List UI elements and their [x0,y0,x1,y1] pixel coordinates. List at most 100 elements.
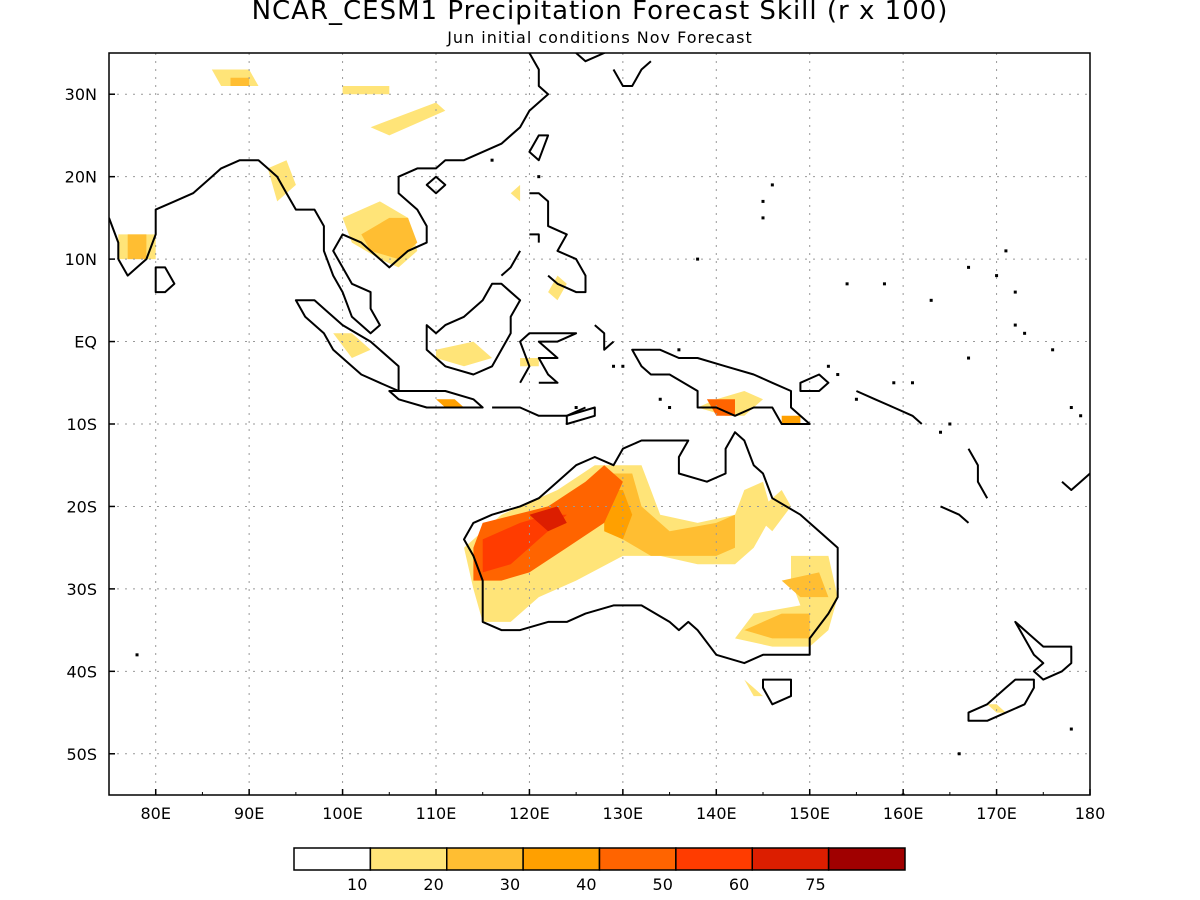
lat-tick-label-20: 20N [65,168,97,187]
island-dot-32 [1004,249,1008,253]
island-dot-22 [1079,414,1083,418]
island-dot-31 [854,397,858,401]
colorbar-label-60: 60 [729,875,749,894]
island-dot-29 [836,373,840,377]
lat-tick-label-10: 10N [65,250,97,269]
coastline-timor [565,406,596,425]
skill-region-3 [613,473,735,556]
coastline-borneo [425,282,522,376]
island-dot-23 [948,422,952,426]
skill-region-27 [510,184,521,202]
island-dot-18 [1013,323,1017,327]
island-dot-16 [995,274,999,278]
coastline-palawan [500,250,521,277]
island-dot-24 [939,430,943,434]
lon-tick-label-180: 180 [1075,804,1106,823]
lat-tick-label--40: 40S [66,662,97,681]
skill-region-28 [744,679,763,697]
skill-region-15 [267,160,296,202]
island-dot-26 [892,381,896,385]
coastline-new-zealand-south [967,678,1035,722]
skill-region-19 [230,77,250,86]
coastline-korea [575,53,606,63]
graticule [109,53,1090,795]
coastline-halmahera [594,324,615,351]
skill-region-21 [370,102,446,136]
island-dot-34 [1069,727,1073,731]
skill-region-20 [342,86,390,95]
colorbar-label-20: 20 [423,875,443,894]
coastline-java [388,390,484,409]
island-dot-17 [1013,290,1017,294]
lat-tick-label-30: 30N [65,85,97,104]
colorbar-label-30: 30 [500,875,520,894]
coastline-australia [463,431,839,665]
skill-shading-layer [118,69,1006,713]
island-dot-11 [770,183,774,187]
lon-tick-label-90: 90E [234,804,264,823]
island-dot-1 [621,364,625,368]
lon-tick-label-170: 170E [976,804,1017,823]
skill-region-5 [464,465,773,622]
colorbar-swatch-3 [522,847,601,871]
lon-tick-label-150: 150E [789,804,830,823]
coastline-sulawesi [519,332,578,384]
island-dot-19 [1023,331,1027,335]
lon-tick-label-80: 80E [140,804,170,823]
island-dot-10 [761,199,765,203]
coastline-asia-mainland [117,53,550,335]
skill-region-22 [333,333,371,358]
island-dot-14 [929,298,933,302]
colorbar-swatch-1 [369,847,448,871]
lon-tick-label-160: 160E [883,804,924,823]
skill-region-13 [361,217,418,260]
lat-tick-label--20: 20S [66,497,97,516]
map-title: NCAR_CESM1 Precipitation Forecast Skill … [251,0,949,26]
skill-region-6 [753,490,791,532]
skill-region-8 [744,613,810,639]
island-dot-9 [761,216,765,220]
lon-tick-label-130: 130E [603,804,644,823]
lon-tick-label-100: 100E [322,804,363,823]
island-dot-3 [658,397,662,401]
coastline-solomons [855,390,923,425]
colorbar: 10 20 30 40 50 60 75 [293,847,906,894]
skill-region-2 [529,506,567,532]
colorbar-label-10: 10 [347,875,367,894]
coastline-mindoro [529,233,540,243]
colorbar-swatch-0 [293,847,372,871]
colorbar-label-75: 75 [805,875,825,894]
skill-region-29 [987,704,1006,713]
coastline-fiji [1061,472,1090,491]
island-dot-2 [677,348,681,352]
coastline-tasmania [762,678,792,706]
skill-region-23 [436,341,493,367]
island-dot-30 [826,364,830,368]
island-dot-20 [1051,348,1055,352]
island-dot-6 [490,158,494,162]
island-dot-5 [668,406,672,410]
lat-tick-label-0: EQ [74,333,97,352]
map-subtitle: Jun initial conditions Nov Forecast [447,28,753,47]
coastline-taiwan [528,134,550,162]
colorbar-swatch-2 [446,847,524,871]
island-dot-0 [612,364,616,368]
island-dot-21 [1069,406,1073,410]
lon-tick-label-110: 110E [416,804,457,823]
island-dot-7 [537,175,541,179]
island-dot-4 [574,406,578,410]
coastline-sri-lanka [154,266,176,294]
lat-tick-label--30: 30S [66,580,97,599]
island-dot-25 [910,381,914,385]
coastline-new-britain [799,373,830,392]
coastline-japan-kyushu [612,60,652,87]
colorbar-swatch-6 [751,847,830,871]
coastlines-layer [109,53,1090,795]
coastline-india-west [109,217,120,260]
island-dot-27 [135,653,139,657]
coastline-new-zealand-north [1014,620,1073,681]
lon-tick-label-120: 120E [509,804,550,823]
island-dot-28 [967,356,971,360]
colorbar-swatch-5 [675,847,753,871]
